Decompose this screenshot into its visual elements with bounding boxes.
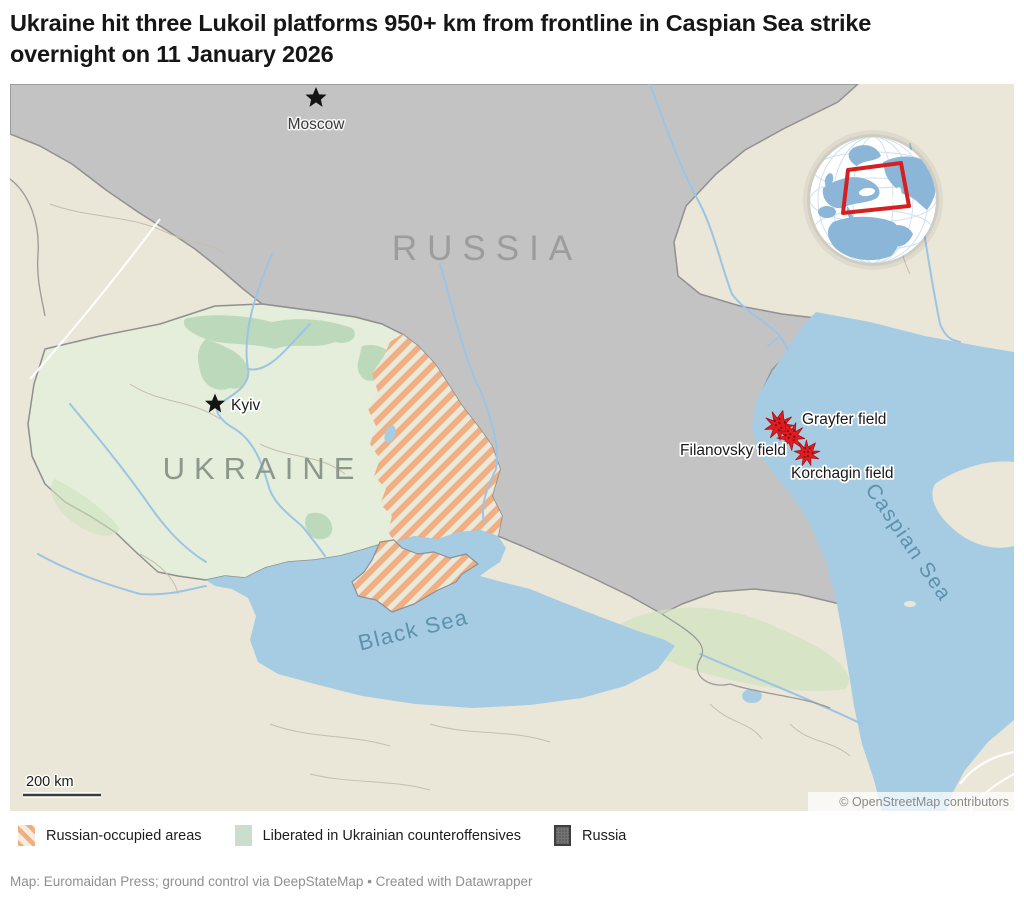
map-svg: RUSSIA UKRAINE Black Sea Caspian Sea Mos… [10, 84, 1014, 811]
legend: Russian-occupied areas Liberated in Ukra… [18, 825, 626, 846]
label-filanovsky-field: Filanovsky field [680, 442, 786, 459]
occupied-hatch-region [368, 334, 502, 542]
country-borders [10, 178, 831, 709]
legend-item-russia: Russia [554, 825, 626, 846]
caspian-sea [752, 312, 1014, 811]
occupied-swatch-icon [18, 825, 35, 846]
label-kyiv: Kyiv [231, 397, 261, 414]
liberated-swatch-icon [234, 825, 252, 846]
crimea-region [351, 539, 479, 613]
scale-label: 200 km [26, 774, 74, 790]
label-russia: RUSSIA [392, 229, 582, 268]
legend-label: Russian-occupied areas [46, 827, 202, 844]
forest-caucasus [619, 607, 849, 692]
osm-attribution-label[interactable]: © OpenStreetMap contributors [839, 795, 1009, 809]
inset-region-rect [841, 161, 911, 215]
legend-item-liberated: Liberated in Ukrainian counteroffensives [234, 825, 522, 846]
label-grayfer-field: Grayfer field [802, 411, 886, 428]
osm-attribution[interactable]: © OpenStreetMap contributors [808, 792, 1014, 811]
black-sea [206, 530, 675, 708]
forest-carpathians [50, 479, 120, 536]
legend-item-occupied: Russian-occupied areas [18, 825, 202, 846]
label-moscow: Moscow [288, 116, 346, 133]
scale-bar: 200 km [23, 773, 101, 798]
legend-label: Liberated in Ukrainian counteroffensives [262, 827, 522, 844]
label-ukraine: UKRAINE [163, 451, 364, 486]
legend-label: Russia [582, 827, 627, 844]
caspian-island [904, 601, 916, 607]
locator-globe-icon [803, 130, 943, 270]
label-korchagin-field: Korchagin field [791, 465, 894, 482]
mangyshlak-peninsula [932, 461, 1014, 548]
footer-credit: Map: Euromaidan Press; ground control vi… [10, 874, 533, 889]
page-title: Ukraine hit three Lukoil platforms 950+ … [10, 10, 872, 67]
russia-swatch-icon [554, 825, 572, 846]
map-canvas: RUSSIA UKRAINE Black Sea Caspian Sea Mos… [10, 84, 1014, 811]
